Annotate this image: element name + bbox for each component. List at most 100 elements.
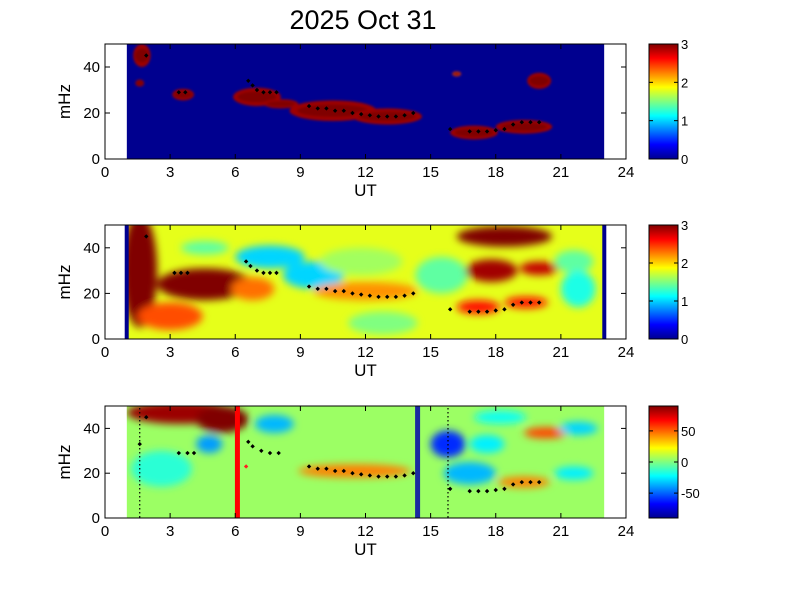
peak-marker	[393, 474, 399, 479]
heatmap-blob-core	[529, 75, 549, 86]
peak-marker	[510, 122, 516, 127]
heatmap-blob	[137, 302, 203, 330]
heatmap-blob	[196, 435, 223, 454]
peak-marker	[502, 126, 507, 132]
peak-marker	[358, 292, 364, 297]
colorbar-tick-label: 3	[681, 218, 688, 233]
peak-marker	[519, 479, 524, 485]
peak-marker	[243, 259, 249, 264]
peak-marker	[183, 90, 188, 95]
peak-marker	[341, 468, 346, 474]
heatmap-blob	[131, 450, 192, 487]
peak-marker	[178, 270, 184, 276]
heatmap-blob	[313, 282, 418, 301]
heatmap-blob-core	[266, 101, 296, 107]
x-tick-label: 12	[357, 164, 374, 181]
heatmap-blob	[443, 462, 496, 485]
x-axis-label: UT	[354, 361, 377, 380]
colorbar-scale	[648, 43, 679, 160]
peak-marker	[267, 450, 273, 456]
heatmap-blob	[560, 270, 596, 308]
peak-marker	[315, 466, 320, 471]
peak-marker	[476, 488, 481, 494]
peak-marker	[536, 120, 542, 125]
peak-marker	[376, 294, 381, 300]
peak-marker	[367, 293, 373, 298]
x-tick-label: 18	[487, 523, 504, 540]
y-tick-label: 20	[83, 285, 100, 302]
event-line	[234, 406, 240, 518]
y-axis-label: mHz	[55, 265, 74, 300]
peak-marker	[467, 488, 472, 494]
peak-marker	[144, 415, 149, 420]
y-tick-label: 40	[83, 420, 100, 437]
peak-marker	[191, 450, 197, 456]
peak-marker	[172, 270, 177, 276]
x-tick-label: 21	[553, 344, 570, 361]
heatmap-blob	[523, 427, 568, 439]
heatmap-blob	[456, 226, 553, 247]
heatmap-blob	[230, 277, 275, 301]
x-tick-label: 9	[296, 344, 304, 361]
peak-marker	[385, 294, 390, 300]
peak-marker	[528, 479, 533, 485]
peak-marker	[376, 474, 381, 479]
x-tick-label: 0	[101, 344, 109, 361]
x-tick-label: 6	[231, 164, 239, 181]
colorbar-tick-label: 0	[681, 332, 688, 347]
x-tick-label: 18	[487, 164, 504, 181]
peak-marker	[267, 270, 273, 276]
x-tick-label: 21	[553, 164, 570, 181]
heatmap-blob	[196, 406, 249, 433]
peak-marker	[402, 113, 407, 118]
x-tick-label: 6	[231, 523, 239, 540]
peak-marker	[324, 106, 329, 111]
peak-marker	[402, 473, 407, 478]
peak-marker	[274, 270, 279, 276]
peak-marker	[259, 448, 264, 453]
peak-marker-red	[243, 464, 249, 469]
peak-marker	[447, 126, 453, 132]
marker-group	[137, 415, 542, 494]
x-tick-label: 6	[231, 344, 239, 361]
colorbar: 0 1 2 3	[648, 37, 688, 167]
colorbar-tick-label: -50	[681, 486, 700, 501]
peak-marker	[393, 114, 399, 119]
x-tick-label: 24	[618, 523, 635, 540]
x-tick-label: 21	[553, 523, 570, 540]
peak-marker	[315, 286, 320, 292]
colorbar-tick-label: 50	[681, 424, 695, 439]
peak-marker	[358, 472, 364, 477]
peak-marker	[411, 110, 416, 116]
peak-marker	[528, 120, 533, 125]
heatmap-blob-core	[454, 128, 494, 137]
peak-marker	[332, 288, 338, 294]
peak-marker	[393, 294, 399, 300]
peak-marker	[341, 288, 346, 294]
colorbar-tick-label: 1	[681, 294, 688, 309]
y-tick-label: 20	[83, 105, 100, 122]
x-tick-label: 24	[618, 164, 635, 181]
heatmap-blob-core	[453, 72, 461, 76]
peak-marker	[306, 284, 312, 289]
colorbar: 0 1 2 3	[648, 218, 688, 347]
heatmap-blob	[456, 300, 501, 314]
peak-marker	[358, 111, 364, 117]
peak-marker	[276, 450, 281, 456]
peak-marker	[176, 90, 182, 95]
peak-marker	[411, 471, 416, 476]
peak-marker	[447, 307, 453, 312]
x-tick-label: 15	[422, 523, 439, 540]
peak-marker	[250, 83, 255, 88]
heatmap-blob	[469, 435, 505, 454]
peak-marker	[350, 471, 355, 476]
heatmap	[126, 406, 605, 518]
peak-marker	[254, 268, 260, 273]
x-axis-label: UT	[354, 540, 377, 559]
colorbar-tick-label: 2	[681, 256, 688, 271]
edge-line	[124, 225, 129, 339]
peak-marker	[367, 113, 373, 118]
